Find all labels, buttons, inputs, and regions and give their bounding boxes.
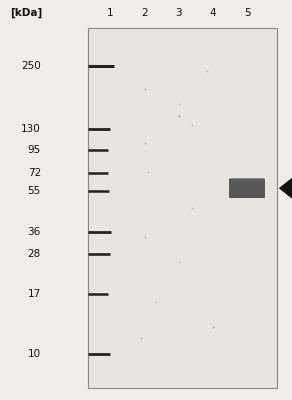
Point [190, 122, 194, 128]
Text: 2: 2 [141, 8, 148, 18]
Text: 95: 95 [28, 145, 41, 155]
Text: 3: 3 [175, 8, 182, 18]
Text: 72: 72 [28, 168, 41, 178]
Point [205, 68, 209, 74]
Text: 130: 130 [21, 124, 41, 134]
Text: 250: 250 [21, 61, 41, 71]
Text: 4: 4 [210, 8, 216, 18]
Polygon shape [279, 175, 292, 201]
Text: [kDa]: [kDa] [10, 8, 42, 18]
Text: 5: 5 [244, 8, 250, 18]
Point [154, 298, 158, 305]
Point [176, 113, 181, 119]
Text: 36: 36 [28, 228, 41, 238]
Point [146, 169, 151, 175]
Point [142, 234, 147, 240]
Bar [88, 28, 277, 388]
Text: 55: 55 [28, 186, 41, 196]
Point [176, 259, 181, 265]
Point [176, 100, 181, 107]
Text: 1: 1 [107, 8, 114, 18]
Point [138, 334, 143, 341]
Text: 17: 17 [28, 289, 41, 299]
Point [142, 140, 147, 146]
Point [142, 86, 147, 92]
Text: 28: 28 [28, 249, 41, 259]
Text: 10: 10 [28, 349, 41, 359]
FancyBboxPatch shape [229, 178, 265, 198]
Point [211, 324, 215, 330]
Point [190, 205, 194, 211]
